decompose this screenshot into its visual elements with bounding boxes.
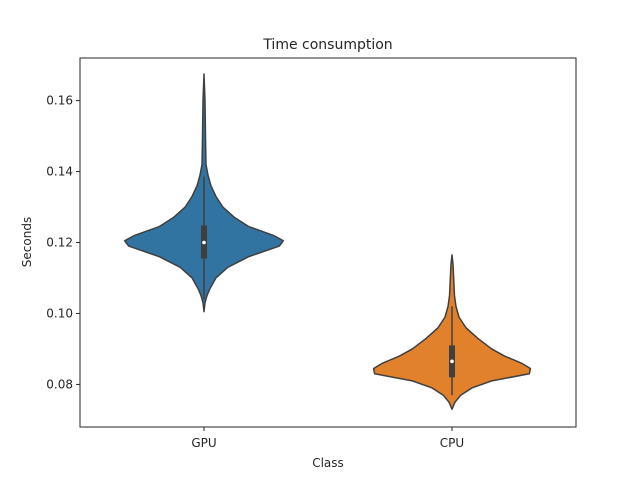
x-tick-label-gpu: GPU: [191, 436, 216, 450]
y-tick-label: 0.16: [46, 94, 73, 108]
x-tick-label-cpu: CPU: [440, 436, 464, 450]
y-tick-label: 0.08: [46, 377, 73, 391]
y-axis-label: Seconds: [20, 217, 34, 267]
violin-median-dot: [202, 240, 206, 245]
y-tick-label: 0.14: [46, 165, 73, 179]
violin-cpu: [372, 254, 532, 411]
violins-layer: [123, 73, 532, 411]
y-tick-label: 0.10: [46, 306, 73, 320]
y-tick-label: 0.12: [46, 236, 73, 250]
chart-title: Time consumption: [262, 37, 392, 53]
x-axis: GPU CPU: [191, 427, 464, 450]
plot-frame: [79, 57, 577, 428]
violin-gpu: [123, 73, 285, 313]
violin-median-dot: [450, 359, 454, 364]
x-axis-label: Class: [312, 456, 344, 470]
y-axis: 0.08 0.10 0.12 0.14 0.16: [46, 94, 80, 391]
